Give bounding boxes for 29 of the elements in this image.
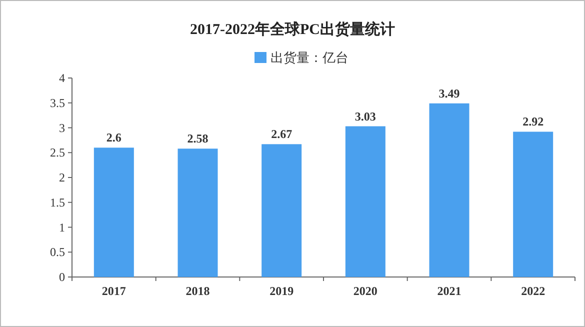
x-tick-label: 2022	[521, 284, 546, 298]
legend-label: 出货量：亿台	[270, 50, 348, 65]
data-label: 2.67	[271, 127, 292, 142]
y-tick-label: 2.5	[50, 146, 65, 160]
bar	[178, 148, 218, 277]
data-label: 3.49	[438, 86, 460, 100]
data-label: 2.58	[187, 132, 208, 146]
x-tick-label: 2018	[186, 284, 210, 298]
bar	[262, 144, 302, 277]
x-tick-label: 2019	[270, 284, 294, 298]
y-tick-label: 1	[59, 220, 65, 234]
y-tick-label: 0	[59, 270, 65, 284]
data-label: 2.6	[106, 130, 122, 145]
data-label: 3.03	[354, 109, 376, 124]
y-tick-label: 3.5	[50, 96, 65, 110]
x-tick-label: 2021	[437, 284, 462, 298]
x-tick-label: 2017	[102, 284, 126, 298]
data-label: 2.92	[522, 114, 544, 129]
bar	[345, 126, 386, 277]
y-tick-label: 1.5	[50, 195, 65, 210]
y-tick-label: 2	[59, 170, 65, 184]
bar	[94, 148, 134, 277]
y-tick-label: 4	[59, 71, 65, 85]
bar	[513, 132, 554, 277]
bar	[429, 103, 470, 277]
x-tick-label: 2020	[353, 284, 378, 298]
y-tick-label: 0.5	[50, 245, 65, 260]
y-tick-label: 3	[59, 120, 65, 135]
chart-title: 2017-2022年全球PC出货量统计	[190, 21, 395, 38]
